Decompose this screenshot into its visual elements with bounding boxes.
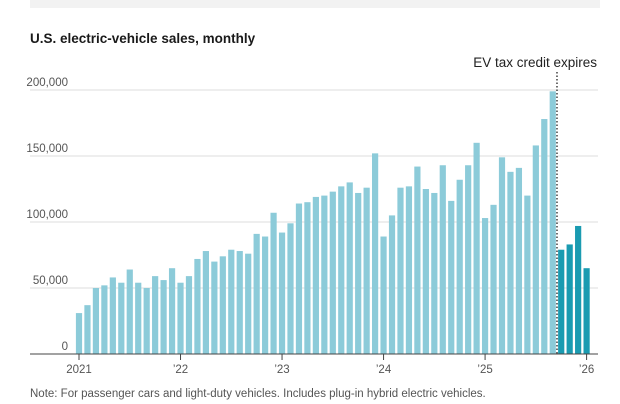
top-divider — [30, 0, 600, 8]
bar — [338, 186, 345, 354]
y-tick-label: 0 — [62, 341, 68, 353]
bar — [575, 225, 582, 354]
bar — [177, 282, 184, 354]
bar — [143, 288, 150, 354]
chart-title: U.S. electric-vehicle sales, monthly — [30, 31, 256, 46]
bar — [219, 256, 226, 354]
bar — [431, 192, 438, 354]
bar — [456, 179, 463, 354]
bar — [422, 189, 429, 354]
y-axis-ticks: 0 50,000 100,000 150,000 200,000 — [26, 77, 68, 353]
bar — [118, 282, 125, 354]
bar — [278, 232, 286, 354]
bar — [355, 192, 362, 354]
bar — [549, 91, 556, 354]
bar — [295, 203, 303, 354]
y-tick-label: 200,000 — [26, 77, 68, 89]
bar — [532, 145, 539, 354]
bar — [211, 261, 218, 354]
bar — [481, 218, 489, 354]
x-tick-label: ’26 — [579, 364, 594, 376]
bar — [448, 200, 455, 354]
bar — [583, 268, 590, 354]
bar — [304, 202, 311, 354]
bar — [185, 276, 193, 354]
bar — [566, 244, 573, 354]
bar — [524, 195, 531, 354]
bar — [228, 249, 235, 354]
bar — [287, 223, 294, 354]
y-tick-label: 100,000 — [26, 209, 68, 221]
chart-note: Note: For passenger cars and light-duty … — [30, 388, 486, 400]
bar — [194, 258, 201, 354]
bar — [380, 236, 387, 354]
bar — [507, 171, 514, 354]
bar — [160, 280, 167, 354]
x-axis-ticks: 2021 ’22 ’23 ’24 ’25 ’26 — [66, 354, 594, 376]
bar — [92, 288, 100, 354]
bar — [473, 142, 480, 354]
bar — [498, 157, 506, 354]
bar — [405, 186, 413, 354]
bar — [388, 215, 396, 354]
tax-credit-annotation: EV tax credit expires — [473, 55, 597, 70]
bar — [414, 166, 421, 354]
bar — [253, 233, 260, 354]
bars — [75, 91, 590, 354]
bar — [465, 165, 472, 354]
bar — [152, 276, 159, 354]
bar — [135, 282, 142, 354]
bar — [321, 195, 328, 354]
bar — [262, 236, 269, 354]
x-tick-label: ’25 — [477, 364, 492, 376]
bar — [346, 182, 353, 354]
bar — [329, 191, 336, 354]
x-tick-label: 2021 — [66, 364, 92, 376]
x-tick-label: ’22 — [173, 364, 188, 376]
bar — [312, 196, 319, 354]
y-tick-label: 50,000 — [33, 275, 68, 287]
bar — [397, 187, 404, 354]
bar — [101, 285, 108, 354]
bar — [75, 313, 83, 354]
bar — [363, 187, 370, 354]
bar — [236, 251, 243, 354]
bar — [372, 153, 379, 354]
bar — [168, 268, 176, 354]
bar — [270, 212, 277, 354]
bar — [126, 269, 133, 354]
bar — [541, 119, 548, 354]
bar — [202, 251, 209, 354]
bar — [109, 277, 116, 354]
x-tick-label: ’23 — [274, 364, 289, 376]
y-tick-label: 150,000 — [26, 143, 68, 155]
bar — [84, 305, 91, 354]
bar — [490, 204, 497, 354]
bar — [439, 165, 446, 354]
x-tick-label: ’24 — [376, 364, 392, 376]
bar — [515, 167, 523, 354]
bar — [245, 253, 252, 354]
bar — [558, 249, 565, 354]
